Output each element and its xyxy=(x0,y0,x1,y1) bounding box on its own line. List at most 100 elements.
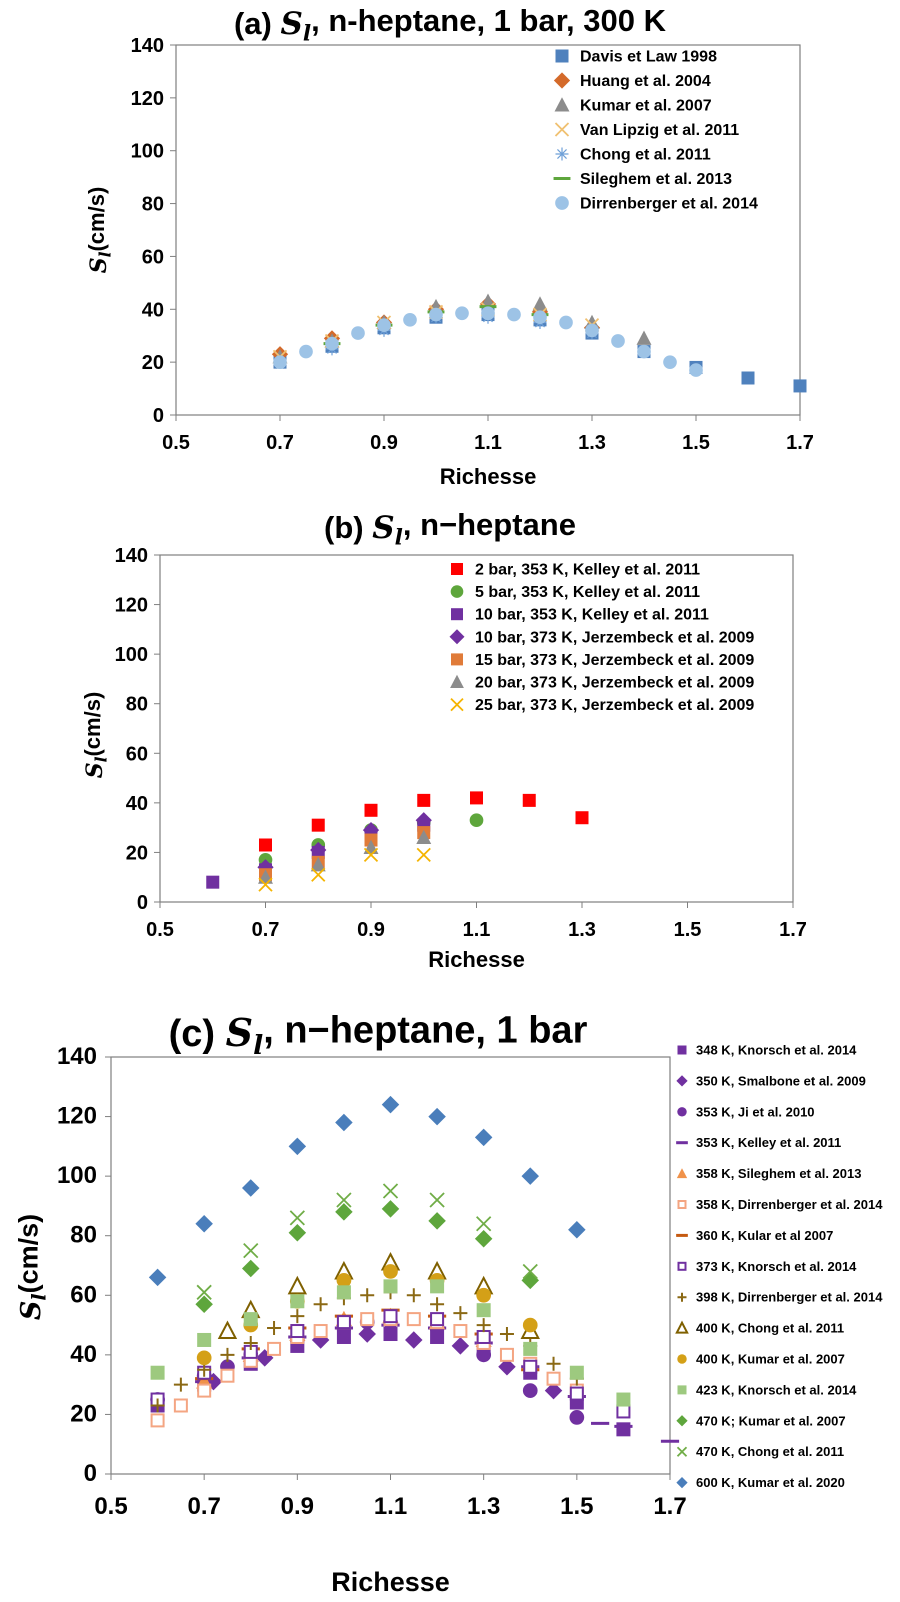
data-point xyxy=(522,1383,538,1398)
x-tick-label: 0.5 xyxy=(94,1493,127,1520)
legend-label: 20 bar, 373 K, Jerzembeck et al. 2009 xyxy=(475,675,754,692)
data-point xyxy=(310,857,326,872)
data-point xyxy=(217,1320,238,1340)
data-point xyxy=(533,310,547,325)
title-prefix: (a) xyxy=(234,6,281,41)
legend-marker xyxy=(450,697,464,712)
legend-label: Van Lipzig et al. 2011 xyxy=(580,122,739,139)
data-point xyxy=(196,1284,212,1300)
legend-label: Dirrenberger et al. 2014 xyxy=(580,196,758,213)
data-point xyxy=(405,1331,423,1349)
data-point xyxy=(569,1386,584,1401)
data-point xyxy=(474,1229,493,1248)
data-point xyxy=(569,1410,585,1425)
data-point xyxy=(406,1312,421,1327)
y-tick-label: 120 xyxy=(57,1103,97,1130)
data-point xyxy=(381,1095,400,1114)
legend-label: 600 K, Kumar et al. 2020 xyxy=(696,1475,845,1490)
legend-marker xyxy=(677,1292,687,1302)
data-point xyxy=(243,1242,259,1259)
series-6 xyxy=(258,829,432,884)
data-point xyxy=(417,793,431,807)
legend-marker xyxy=(554,97,570,112)
x-tick-label: 1.7 xyxy=(786,432,814,454)
data-point xyxy=(299,344,313,359)
data-point xyxy=(476,1329,491,1344)
y-tick-label: 60 xyxy=(70,1281,97,1308)
legend-label: 25 bar, 373 K, Jerzembeck et al. 2009 xyxy=(475,697,754,714)
data-point xyxy=(383,1264,398,1279)
data-point xyxy=(689,363,703,377)
legend-label: 5 bar, 353 K, Kelley et al. 2011 xyxy=(475,584,700,601)
data-point xyxy=(455,306,469,321)
data-point xyxy=(611,334,625,348)
legend-label: 353 K, Ji et al. 2010 xyxy=(696,1104,815,1119)
series-9 xyxy=(150,1285,584,1413)
data-point xyxy=(243,1312,258,1327)
data-point xyxy=(195,1295,213,1313)
y-tick-label: 100 xyxy=(131,141,164,163)
data-point xyxy=(310,841,327,859)
x-tick-label: 1.3 xyxy=(467,1493,500,1520)
legend-marker xyxy=(554,122,570,137)
title-symbol: S xyxy=(280,6,302,42)
data-point xyxy=(453,1324,468,1339)
data-point xyxy=(430,1312,445,1327)
data-point xyxy=(476,1347,492,1363)
data-point xyxy=(267,1341,282,1356)
y-tick-label: 0 xyxy=(84,1460,97,1487)
data-point xyxy=(382,1183,399,1199)
x-tick-label: 1.5 xyxy=(560,1493,593,1520)
title-subscript: l xyxy=(253,1030,263,1061)
y-axis-label: Sl(cm/s) xyxy=(84,187,115,274)
data-point xyxy=(173,1377,188,1392)
data-point xyxy=(335,1203,353,1221)
x-tick-label: 1.3 xyxy=(568,919,596,941)
y-axis-symbol: S xyxy=(86,257,112,273)
legend-label: Davis et Law 1998 xyxy=(580,49,717,66)
data-point xyxy=(498,1358,516,1376)
y-tick-label: 20 xyxy=(70,1400,97,1427)
legend-label: 470 K; Kumar et al. 2007 xyxy=(696,1413,846,1428)
series-12 xyxy=(150,1279,631,1407)
data-point xyxy=(637,344,651,359)
data-point xyxy=(360,1288,375,1303)
data-point xyxy=(476,1318,491,1333)
legend: 348 K, Knorsch et al. 2014 350 K, Smalbon… xyxy=(675,1043,883,1490)
x-tick-label: 0.9 xyxy=(370,432,398,454)
legend-label: 348 K, Knorsch et al. 2014 xyxy=(696,1043,857,1058)
y-tick-label: 60 xyxy=(142,246,164,268)
data-point xyxy=(585,323,599,338)
y-axis-symbol: S xyxy=(82,762,108,778)
y-tick-label: 0 xyxy=(153,405,164,427)
y-axis-label: Sl(cm/s) xyxy=(14,1214,51,1320)
data-point xyxy=(220,1368,235,1383)
legend-label: 423 K, Knorsch et al. 2014 xyxy=(696,1382,857,1397)
y-tick-label: 40 xyxy=(142,299,164,321)
data-point xyxy=(544,1381,563,1400)
x-tick-label: 1.5 xyxy=(674,919,702,941)
y-tick-label: 40 xyxy=(70,1341,97,1368)
data-point xyxy=(364,803,378,817)
data-point xyxy=(616,1392,631,1407)
legend-marker xyxy=(676,1168,688,1179)
legend-marker xyxy=(677,1385,687,1395)
data-point xyxy=(636,330,652,345)
title-symbol: S xyxy=(226,1010,253,1055)
data-point xyxy=(663,355,677,369)
data-point xyxy=(195,1215,213,1233)
data-point xyxy=(546,1371,561,1386)
x-tick-label: 0.7 xyxy=(187,1493,220,1520)
data-point xyxy=(559,315,573,330)
data-point xyxy=(474,1128,493,1147)
chart-title: (c) Sl, n−heptane, 1 bar xyxy=(169,1010,588,1061)
data-point xyxy=(267,1321,282,1336)
title-rest: , n−heptane, 1 bar xyxy=(263,1010,587,1052)
title-subscript: l xyxy=(395,526,403,551)
x-tick-label: 0.7 xyxy=(252,919,280,941)
legend-marker xyxy=(553,72,571,89)
x-tick-label: 0.9 xyxy=(357,919,385,941)
x-tick-label: 0.9 xyxy=(281,1493,314,1520)
